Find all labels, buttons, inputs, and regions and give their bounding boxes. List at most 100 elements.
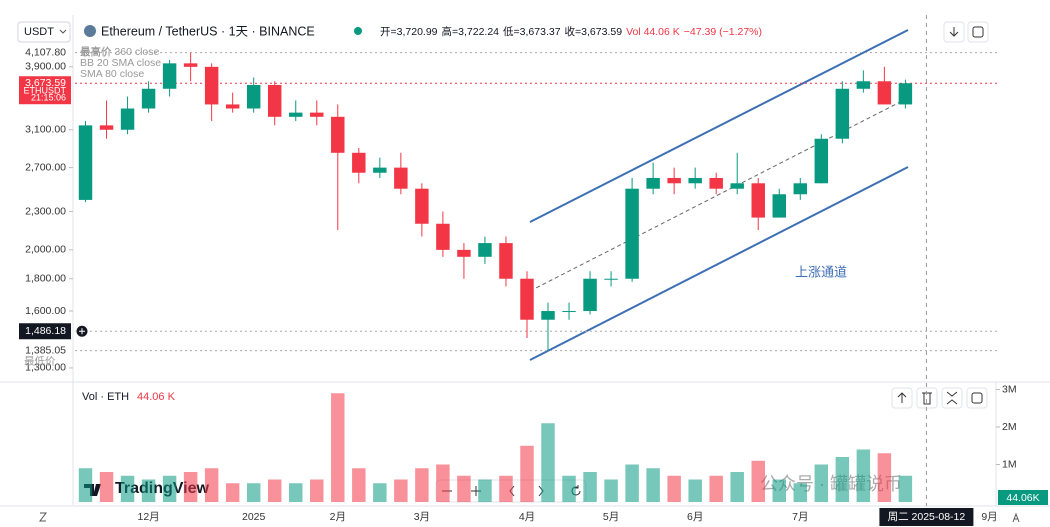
candle-body (835, 88, 850, 139)
channel-lower[interactable] (529, 166, 909, 361)
candle-body (646, 177, 660, 189)
candle-body (562, 311, 576, 313)
last-price: 3,673.59 (25, 77, 66, 89)
button[interactable] (966, 387, 988, 409)
volume-bar (709, 475, 723, 502)
x-tick-label: 9月 (981, 511, 997, 523)
volume-bar (562, 475, 576, 502)
x-tick-label: 12月 (137, 511, 159, 523)
symbol-icon (84, 25, 96, 37)
ohlc-legend: 开=3,720.99 高=3,722.24 低=3,673.37 收=3,673.59… (380, 25, 762, 38)
price-marker-label: 4,107.80 (25, 46, 66, 58)
volume-bar (520, 445, 534, 502)
volume-bar (793, 483, 808, 502)
ohlc-item: Vol 44.06 K (626, 26, 680, 38)
ohlc-item: 高=3,722.24 (442, 25, 500, 38)
candle-body (141, 88, 156, 109)
indicator-label: BB 20 SMA close (80, 57, 161, 69)
button[interactable] (916, 387, 938, 409)
volume-bar (246, 483, 261, 502)
candle-body (162, 63, 177, 89)
candle-body (604, 278, 618, 280)
auto-scale-icon[interactable] (1012, 512, 1020, 523)
volume-bar (373, 483, 387, 502)
y-tick-label: 2,700.00 (25, 161, 66, 173)
indicator-label: 最高价 360 close (80, 45, 160, 58)
button[interactable] (941, 387, 963, 409)
candle-body (310, 112, 324, 117)
icon (971, 392, 983, 404)
volume-last-box (998, 490, 1048, 505)
annotation: 上涨通道 (795, 264, 847, 279)
y-tick-label: 1,600.00 (25, 305, 66, 317)
channel-upper[interactable] (529, 29, 909, 223)
price-marker-note: 最低价 (24, 354, 56, 367)
candle-body (204, 66, 219, 105)
volume-bar (457, 475, 471, 502)
candle-body (730, 183, 744, 189)
volume-bar (541, 423, 555, 502)
candle-body (394, 167, 408, 189)
icon (972, 26, 984, 38)
volume-bar (394, 479, 408, 502)
candle-body (877, 81, 892, 105)
candle-body (246, 84, 261, 109)
pane-toolbar (891, 387, 988, 409)
volume-bar (225, 483, 240, 502)
x-tick-label: 7月 (792, 511, 808, 523)
y-tick-label: 3,100.00 (25, 124, 66, 136)
candle-body (667, 177, 681, 184)
y-tick-label: 2,300.00 (25, 205, 66, 217)
volume-bar (730, 472, 744, 502)
crosshair-date: 周二 2025-08-12 (888, 511, 966, 523)
volume-bar (772, 479, 786, 502)
candle-body (814, 138, 829, 184)
ohlc-item: 低=3,673.37 (503, 25, 561, 38)
volume-bar (583, 472, 597, 502)
candle-body (772, 194, 786, 218)
symbol-title[interactable]: Ethereum / TetherUS · 1天 · BINANCE (101, 24, 315, 38)
candle-body (225, 104, 240, 109)
candle-body (583, 278, 597, 312)
candle-body (373, 167, 387, 173)
volume-bar (415, 468, 429, 502)
candle-body (352, 152, 366, 173)
y-tick-label: 1,800.00 (25, 273, 66, 285)
icon (946, 391, 958, 405)
x-tick-label: 3月 (414, 511, 430, 523)
volume-bar (120, 475, 135, 502)
volume-bar (162, 475, 177, 502)
volume-bar (814, 464, 829, 502)
volume-bar (856, 449, 871, 502)
x-tick-label: 6月 (687, 511, 703, 523)
volume-bar (141, 479, 156, 502)
volume-tick-label: 3M (1002, 383, 1017, 395)
scale-icon[interactable] (39, 512, 47, 522)
icon (922, 392, 932, 405)
volume-bar (436, 464, 450, 502)
volume-last: 44.06 K (137, 391, 176, 403)
volume-bar (625, 464, 639, 502)
y-tick-label: 3,900.00 (25, 61, 66, 73)
candle-body (751, 183, 765, 218)
y-tick-label: 2,000.00 (25, 244, 66, 256)
candle-body (120, 108, 135, 130)
last-price-time: 21:15:06 (31, 93, 66, 103)
unit-label[interactable]: USDT (24, 26, 54, 38)
candle-body (625, 188, 639, 279)
icon (949, 27, 959, 37)
candle-body (78, 125, 93, 200)
candle-body (331, 116, 345, 153)
volume-bar (835, 457, 850, 502)
candle-body (499, 243, 513, 279)
candle-body (856, 81, 871, 89)
volume-bar (604, 479, 618, 502)
volume-bar (688, 479, 702, 502)
unit-selector[interactable] (17, 21, 71, 43)
volume-bar (289, 483, 303, 502)
ohlc-item: 开=3,720.99 (380, 26, 438, 38)
button[interactable] (967, 21, 989, 43)
last-price-box (19, 76, 71, 105)
ohlc-item: 收=3,673.59 (565, 25, 623, 38)
